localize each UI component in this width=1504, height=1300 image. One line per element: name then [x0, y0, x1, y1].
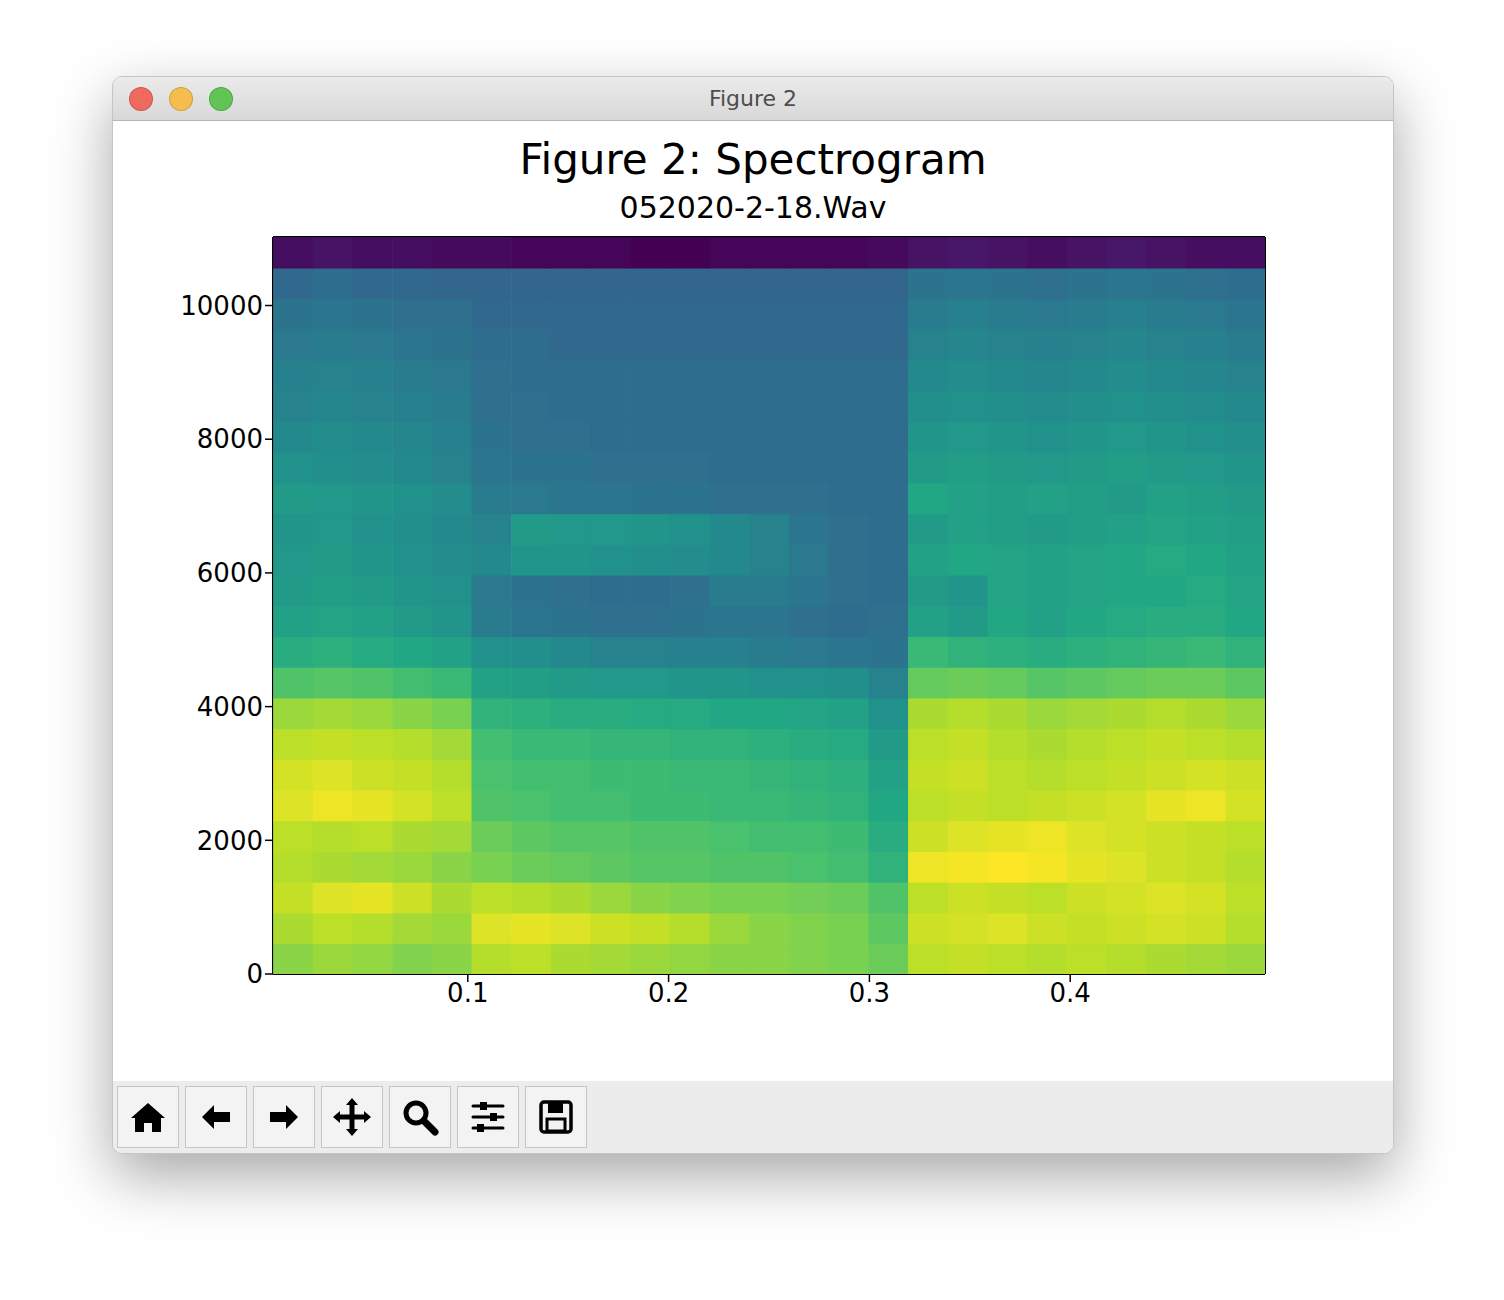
svg-text:6000: 6000	[197, 558, 263, 588]
svg-text:8000: 8000	[197, 424, 263, 454]
svg-text:10000: 10000	[180, 291, 263, 321]
html-text:Figure 2: Figure 2	[708, 86, 798, 111]
svg-text:0.3: 0.3	[849, 978, 890, 1008]
svg-text:2000: 2000	[197, 826, 263, 856]
svg-text:4000: 4000	[197, 692, 263, 722]
svg-text:0.4: 0.4	[1050, 978, 1091, 1008]
html-text:052020-2-18.Wav: 052020-2-18.Wav	[619, 190, 887, 225]
svg-text:0.2: 0.2	[648, 978, 689, 1008]
svg-text:0: 0	[246, 959, 263, 989]
html-text:Figure 2: Spectrogram: Figure 2: Spectrogram	[519, 135, 987, 184]
svg-text:0.1: 0.1	[447, 978, 488, 1008]
